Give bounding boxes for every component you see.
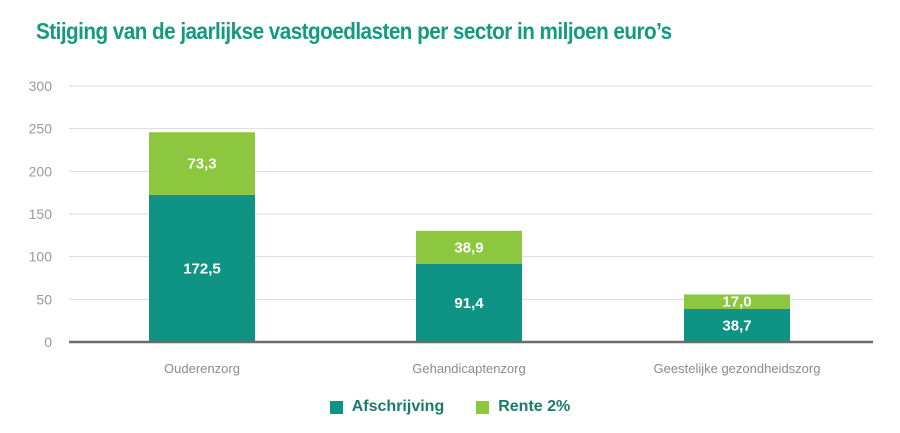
bar-afschrijving <box>684 308 790 342</box>
bar-afschrijving <box>416 264 522 342</box>
legend-label: Rente 2% <box>498 398 571 415</box>
legend-item: Rente 2% <box>476 398 570 416</box>
legend-item: Afschrijving <box>329 398 445 416</box>
y-tick-label: 50 <box>36 291 52 307</box>
data-label: 172,5 <box>183 260 221 277</box>
y-tick-label: 150 <box>29 206 53 222</box>
y-tick-label: 100 <box>29 249 53 265</box>
data-label: 91,4 <box>454 295 484 312</box>
data-label: 38,9 <box>454 239 483 256</box>
legend: Afschrijving Rente 2% <box>0 398 900 419</box>
y-tick-label: 300 <box>29 78 53 94</box>
y-tick-label: 250 <box>29 121 53 137</box>
x-tick-label: Geestelijke gezondheidszorg <box>654 361 821 376</box>
y-tick-label: 0 <box>44 334 52 350</box>
legend-swatch <box>329 400 343 414</box>
data-label: 17,0 <box>722 294 751 311</box>
data-label: 38,7 <box>722 317 751 334</box>
x-tick-label: Gehandicaptenzorg <box>412 361 525 376</box>
bar-rente-2- <box>416 230 522 265</box>
data-label: 73,3 <box>187 156 216 173</box>
bar-rente-2- <box>149 132 255 195</box>
legend-label: Afschrijving <box>351 398 445 415</box>
chart-title: Stijging van de jaarlijkse vastgoedlaste… <box>36 18 672 44</box>
y-tick-label: 200 <box>29 163 53 179</box>
chart-plot: 0 50 100 150 200 250 300 172,5 73,3 Ouderenzorg 91… <box>29 78 873 376</box>
legend-swatch <box>476 400 490 414</box>
bar-rente-2- <box>684 294 790 309</box>
bar-afschrijving <box>149 194 255 342</box>
x-tick-label: Ouderenzorg <box>164 361 240 376</box>
